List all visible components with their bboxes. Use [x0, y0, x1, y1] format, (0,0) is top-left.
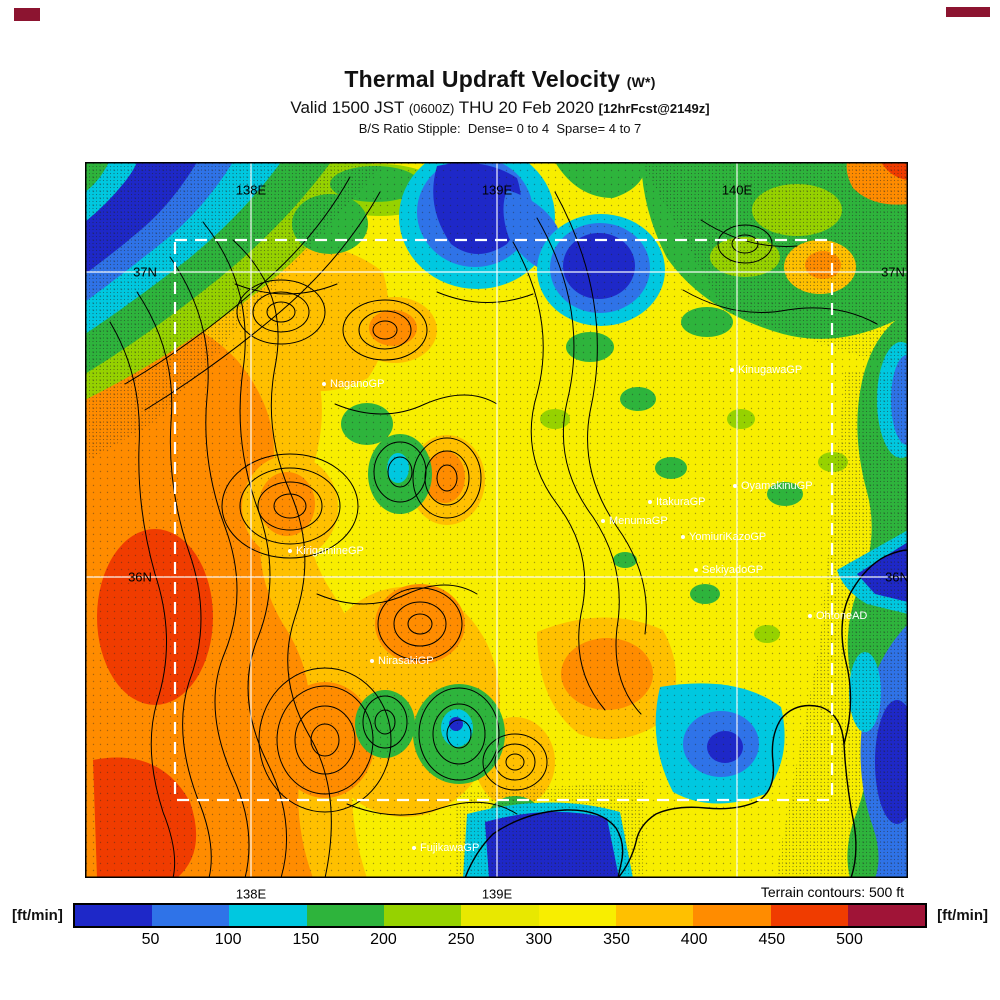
stipple-note: B/S Ratio Stipple: Dense= 0 to 4 Sparse=…: [358, 121, 642, 136]
colorbar-tick-150: 150: [292, 931, 320, 948]
colorbar-tick-450: 450: [758, 931, 786, 948]
valid-prefix: Valid 1500 JST: [290, 98, 405, 117]
grid-lines: [85, 162, 908, 878]
colorbar-seg-deepblue: [74, 905, 153, 926]
colorbar-seg-green: [306, 905, 385, 926]
map-border: [85, 162, 908, 878]
title-block: Thermal Updraft Velocity (W*) Valid 1500…: [0, 66, 1000, 136]
colorbar-tick-500: 500: [836, 931, 863, 948]
colorbar-unit-right: [ft/min]: [937, 907, 988, 924]
map-plot: [85, 162, 908, 878]
colorbar-ticks: 50 100 150 200 250 300 350 400 450 500: [73, 928, 927, 952]
coastline: [464, 549, 908, 878]
colorbar-seg-orange: [693, 905, 771, 926]
colorbar-tick-250: 250: [447, 931, 475, 948]
valid-line: Valid 1500 JST (0600Z) THU 20 Feb 2020 […: [0, 98, 1000, 118]
grid-label-138E: 138E: [235, 886, 267, 902]
title-suffix: (W*): [626, 74, 656, 90]
colorbar-tick-400: 400: [680, 931, 708, 948]
colorbar-seg-blue: [152, 905, 230, 926]
colorbar-tick-100: 100: [214, 931, 242, 948]
valid-date: THU 20 Feb 2020: [458, 98, 594, 117]
colorbar: [ft/min] 50 100 150 200 250 300 350 400 450 500 […: [12, 903, 988, 952]
colorbar-seg-yellow: [461, 905, 539, 926]
inner-domain-boundary: [173, 238, 834, 802]
page-title: Thermal Updraft Velocity (W*): [0, 66, 1000, 93]
plot-artifact-topleft: [14, 8, 40, 21]
terrain-contours-note: Terrain contours: 500 ft: [760, 884, 904, 900]
colorbar-seg-amber: [615, 905, 694, 926]
map-area: 138E 139E 140E 138E 139E 37N 37N 36N 36N NaganoG…: [85, 162, 909, 902]
colorbar-tick-350: 350: [603, 931, 630, 948]
grid-label-139E: 139E: [481, 886, 513, 902]
colorbar-seg-yellow2: [538, 905, 616, 926]
colorbar-seg-maroon: [847, 905, 926, 926]
title-text: Thermal Updraft Velocity: [344, 66, 621, 92]
colorbar-segments: [72, 903, 928, 928]
colorbar-seg-cyan: [229, 905, 307, 926]
colorbar-unit-left: [ft/min]: [12, 907, 63, 924]
colorbar-seg-red: [770, 905, 848, 926]
colorbar-tick-50: 50: [141, 931, 160, 948]
terrain-contours: [109, 176, 878, 878]
colorbar-tick-200: 200: [370, 931, 397, 948]
colorbar-tick-300: 300: [525, 931, 553, 948]
plot-artifact-topright: [946, 7, 990, 17]
colorbar-scale: 50 100 150 200 250 300 350 400 450 500: [72, 903, 928, 952]
valid-fcst: [12hrFcst@2149z]: [598, 101, 710, 116]
colorbar-seg-ygreen: [384, 905, 462, 926]
valid-zulu: (0600Z): [408, 101, 455, 116]
